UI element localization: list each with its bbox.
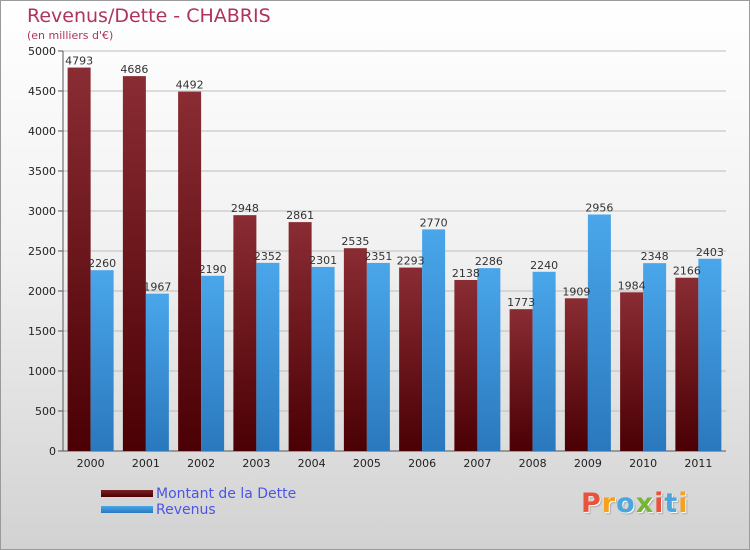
- y-tick-label: 3000: [28, 205, 56, 218]
- bar-revenus: [145, 293, 169, 451]
- data-label: 1984: [618, 279, 646, 292]
- bar-revenus: [477, 268, 501, 451]
- gridlines: [63, 50, 726, 452]
- data-label: 2240: [530, 259, 558, 272]
- proxiti-logo: Proxiti: [581, 488, 689, 519]
- bar-revenus: [366, 262, 390, 451]
- y-tick-label: 2000: [28, 285, 56, 298]
- data-label: 2861: [286, 209, 314, 222]
- data-label: 4492: [176, 79, 204, 92]
- bar-revenus: [532, 271, 556, 451]
- bar-dette: [675, 277, 699, 451]
- data-label: 2301: [309, 254, 337, 267]
- logo-letter: P: [581, 488, 602, 519]
- y-tick-label: 500: [35, 405, 56, 418]
- logo-letter: i: [654, 488, 665, 519]
- bar-dette: [67, 67, 91, 451]
- data-label: 2948: [231, 202, 259, 215]
- bar-dette: [454, 279, 478, 451]
- data-label: 2351: [364, 250, 392, 263]
- bar-dette: [233, 215, 257, 451]
- data-label: 2352: [254, 250, 282, 263]
- y-tick-label: 3500: [28, 165, 56, 178]
- data-label: 2403: [696, 246, 724, 259]
- y-tick-label: 4000: [28, 125, 56, 138]
- legend-swatch-dette: [101, 490, 153, 497]
- data-label: 2138: [452, 267, 480, 280]
- x-tick-label: 2010: [629, 457, 657, 470]
- bar-revenus: [256, 262, 280, 451]
- bar-dette: [399, 267, 423, 451]
- bar-revenus: [587, 214, 611, 451]
- bar-revenus: [698, 258, 722, 451]
- bar-dette: [564, 298, 588, 451]
- x-tick-label: 2011: [684, 457, 712, 470]
- y-tick-label: 5000: [28, 45, 56, 58]
- legend-swatch-revenus: [101, 506, 153, 513]
- bar-dette: [122, 76, 146, 452]
- logo-letter: x: [635, 488, 655, 519]
- data-label: 2770: [420, 216, 448, 229]
- y-tick-label: 0: [49, 445, 56, 458]
- bar-dette: [343, 248, 367, 451]
- data-label: 2166: [673, 265, 701, 278]
- data-label: 2535: [341, 235, 369, 248]
- x-tick-label: 2000: [77, 457, 105, 470]
- bar-dette: [288, 222, 312, 451]
- logo-letter: r: [601, 488, 617, 519]
- axes: 0 500 1000 1500 2000 2500 3000 3500 4000 4500 5000…: [28, 45, 726, 470]
- data-label: 2260: [88, 257, 116, 270]
- data-label: 2956: [585, 202, 613, 215]
- bar-revenus: [90, 270, 114, 451]
- bar-revenus: [201, 275, 225, 451]
- bars: [67, 67, 722, 452]
- x-tick-label: 2009: [574, 457, 602, 470]
- bar-dette: [509, 309, 533, 451]
- data-label: 1773: [507, 296, 535, 309]
- y-tick-label: 1500: [28, 325, 56, 338]
- chart-subtitle: (en milliers d'€): [27, 29, 114, 42]
- logo-letter: i: [678, 488, 689, 519]
- x-tick-label: 2005: [353, 457, 381, 470]
- data-label: 2293: [397, 255, 425, 268]
- legend-label-revenus: Revenus: [156, 502, 216, 518]
- data-label: 4793: [65, 55, 93, 68]
- data-label: 1909: [562, 285, 590, 298]
- legend-label-dette: Montant de la Dette: [156, 486, 297, 502]
- data-label: 1967: [143, 281, 171, 294]
- y-tick-label: 1000: [28, 365, 56, 378]
- y-tick-label: 4500: [28, 85, 56, 98]
- bar-revenus: [422, 229, 446, 451]
- x-tick-label: 2004: [298, 457, 326, 470]
- x-tick-label: 2001: [132, 457, 160, 470]
- data-labels: 4793 2260 4686 1967 4492 2190 2948 2352 2861 2301…: [65, 55, 724, 310]
- y-tick-label: 2500: [28, 245, 56, 258]
- x-tick-label: 2003: [242, 457, 270, 470]
- chart-title: Revenus/Dette - CHABRIS: [27, 5, 271, 27]
- data-label: 2286: [475, 255, 503, 268]
- x-tick-label: 2008: [519, 457, 547, 470]
- data-label: 4686: [120, 63, 148, 76]
- x-tick-label: 2002: [187, 457, 215, 470]
- data-label: 2348: [641, 250, 669, 263]
- x-tick-label: 2007: [463, 457, 491, 470]
- bar-dette: [178, 91, 202, 451]
- bar-revenus: [311, 266, 335, 451]
- bar-revenus: [643, 263, 667, 451]
- logo-letter: t: [664, 488, 679, 519]
- logo-letter: o: [616, 488, 636, 519]
- data-label: 2190: [199, 263, 227, 276]
- bar-dette: [620, 292, 644, 451]
- x-tick-label: 2006: [408, 457, 436, 470]
